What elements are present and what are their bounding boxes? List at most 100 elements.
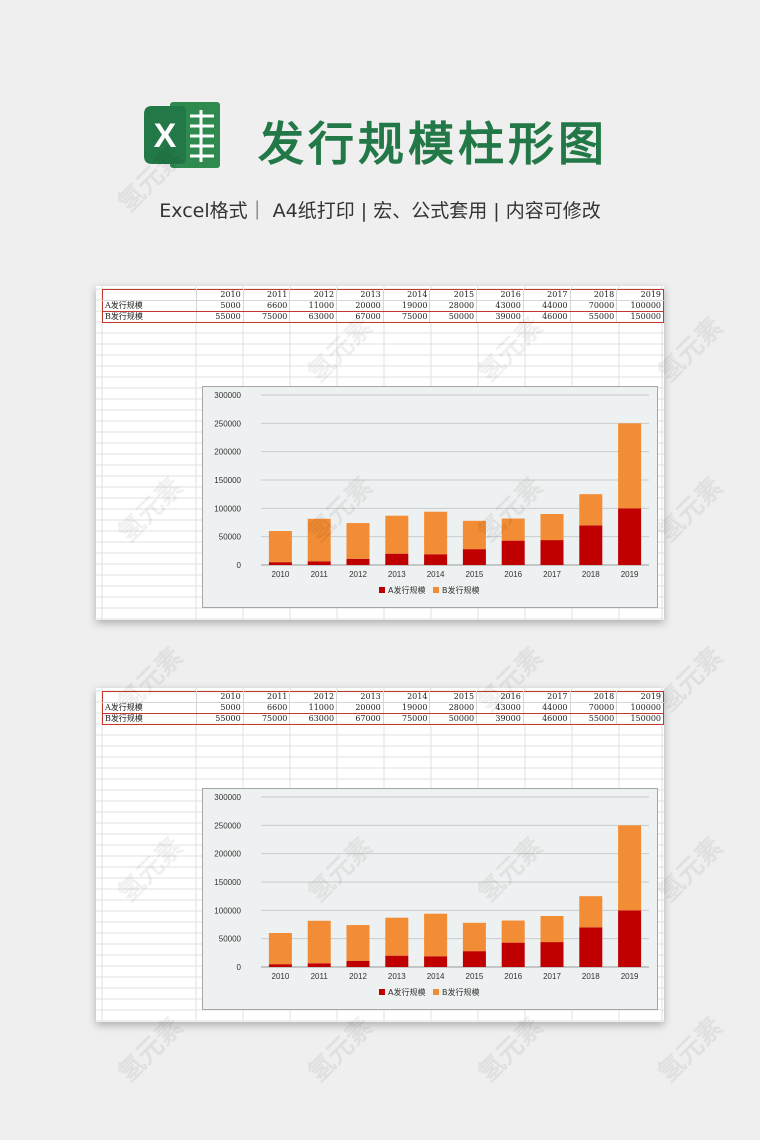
data-table: 2010 2011 2012 2013 2014 2015 2016 2017 … xyxy=(101,691,664,725)
value-cell: 19000 xyxy=(382,702,431,714)
y-tick-label: 250000 xyxy=(214,821,241,830)
value-cell: 28000 xyxy=(429,702,478,714)
y-tick-label: 0 xyxy=(237,561,242,570)
legend-swatch xyxy=(379,587,385,593)
x-tick-label: 2016 xyxy=(504,570,522,579)
x-tick-label: 2018 xyxy=(582,972,600,981)
x-tick-label: 2015 xyxy=(466,570,484,579)
bar-segment xyxy=(579,494,603,526)
value-cell: 43000 xyxy=(476,702,524,714)
bar-segment xyxy=(579,896,603,928)
y-tick-label: 50000 xyxy=(219,533,242,542)
bar-segment xyxy=(385,553,409,565)
legend-label: A发行规模 xyxy=(388,585,425,595)
y-tick-label: 0 xyxy=(237,963,242,972)
value-cell: 67000 xyxy=(336,713,384,725)
value-cell: 55000 xyxy=(196,311,244,323)
x-tick-label: 2018 xyxy=(582,570,600,579)
year-header-cell: 2013 xyxy=(336,289,384,301)
x-tick-label: 2013 xyxy=(388,972,406,981)
year-header-cell: 2013 xyxy=(336,691,384,703)
bar-segment xyxy=(540,540,564,565)
value-cell: 100000 xyxy=(616,300,664,312)
year-header-cell: 2010 xyxy=(196,691,244,703)
value-cell: 75000 xyxy=(242,311,291,323)
legend-swatch xyxy=(433,989,439,995)
data-table: 2010 2011 2012 2013 2014 2015 2016 2017 … xyxy=(101,289,664,323)
x-tick-label: 2011 xyxy=(311,570,329,579)
bar-segment xyxy=(462,520,486,550)
bar-segment xyxy=(618,423,642,509)
year-header-cell: 2019 xyxy=(616,289,664,301)
table-row: A发行规模 5000 6600 11000 20000 19000 28000 … xyxy=(101,702,664,714)
value-cell: 70000 xyxy=(569,300,618,312)
value-cell: 20000 xyxy=(336,300,384,312)
excel-logo-letter: X xyxy=(154,117,177,155)
value-cell: 44000 xyxy=(522,300,571,312)
value-cell: 55000 xyxy=(569,311,618,323)
x-tick-label: 2016 xyxy=(504,972,522,981)
y-tick-label: 250000 xyxy=(214,419,241,428)
year-header-cell: 2016 xyxy=(476,289,524,301)
bar-segment xyxy=(501,942,525,967)
table-corner-cell xyxy=(101,691,198,703)
value-cell: 100000 xyxy=(616,702,664,714)
bar-segment xyxy=(385,917,409,956)
bar-segment xyxy=(385,955,409,967)
bar-segment xyxy=(540,916,564,943)
value-cell: 67000 xyxy=(336,311,384,323)
y-tick-label: 300000 xyxy=(214,391,241,400)
bar-segment xyxy=(579,525,603,565)
excel-logo-icon: X xyxy=(144,102,220,168)
x-tick-label: 2012 xyxy=(349,570,367,579)
page-subtitle: Excel格式｜ A4纸打印 | 宏、公式套用 | 内容可修改 xyxy=(159,200,601,222)
year-header-cell: 2012 xyxy=(289,691,338,703)
value-cell: 46000 xyxy=(522,713,571,725)
spreadsheet-preview-1: 2010 2011 2012 2013 2014 2015 2016 2017 … xyxy=(96,286,664,620)
bar-segment xyxy=(307,963,331,967)
y-tick-label: 150000 xyxy=(214,476,241,485)
table-row: B发行规模 55000 75000 63000 67000 75000 5000… xyxy=(101,311,664,323)
year-header-cell: 2015 xyxy=(429,289,478,301)
value-cell: 11000 xyxy=(289,702,338,714)
spreadsheet-preview-2: 2010 2011 2012 2013 2014 2015 2016 2017 … xyxy=(96,688,664,1022)
x-tick-label: 2010 xyxy=(272,570,290,579)
value-cell: 20000 xyxy=(336,702,384,714)
bar-segment xyxy=(346,925,370,961)
bar-segment xyxy=(618,910,642,967)
year-header-cell: 2011 xyxy=(242,289,291,301)
x-tick-label: 2014 xyxy=(427,570,445,579)
table-header-row: 2010 2011 2012 2013 2014 2015 2016 2017 … xyxy=(101,691,664,703)
y-tick-label: 200000 xyxy=(214,850,241,859)
year-header-cell: 2018 xyxy=(569,289,618,301)
row-label-cell: A发行规模 xyxy=(101,702,198,714)
year-header-cell: 2019 xyxy=(616,691,664,703)
bar-segment xyxy=(346,523,370,559)
x-tick-label: 2012 xyxy=(349,972,367,981)
chart-canvas: 300000 250000 200000 150000 100000 50000 0 2010… xyxy=(214,391,649,595)
year-header-cell: 2014 xyxy=(382,289,431,301)
value-cell: 50000 xyxy=(429,311,478,323)
value-cell: 75000 xyxy=(382,713,431,725)
chart-canvas: 300000 250000 200000 150000 100000 50000 0 2010… xyxy=(214,793,649,997)
bar-segment xyxy=(618,825,642,911)
value-cell: 55000 xyxy=(569,713,618,725)
value-cell: 63000 xyxy=(289,311,338,323)
row-label-cell: B发行规模 xyxy=(101,713,198,725)
bar-segment xyxy=(540,942,564,967)
x-tick-label: 2011 xyxy=(311,972,329,981)
row-label-cell: A发行规模 xyxy=(101,300,198,312)
bar-segment xyxy=(307,920,331,964)
x-tick-label: 2017 xyxy=(543,972,561,981)
x-tick-label: 2010 xyxy=(272,972,290,981)
bar-segment xyxy=(268,531,292,563)
bar-segment xyxy=(501,920,525,943)
year-header-cell: 2016 xyxy=(476,691,524,703)
value-cell: 70000 xyxy=(569,702,618,714)
x-tick-label: 2019 xyxy=(621,972,639,981)
x-tick-label: 2017 xyxy=(543,570,561,579)
table-header-row: 2010 2011 2012 2013 2014 2015 2016 2017 … xyxy=(101,289,664,301)
y-tick-label: 50000 xyxy=(219,935,242,944)
bar-segment xyxy=(462,922,486,952)
bar-segment xyxy=(346,558,370,565)
